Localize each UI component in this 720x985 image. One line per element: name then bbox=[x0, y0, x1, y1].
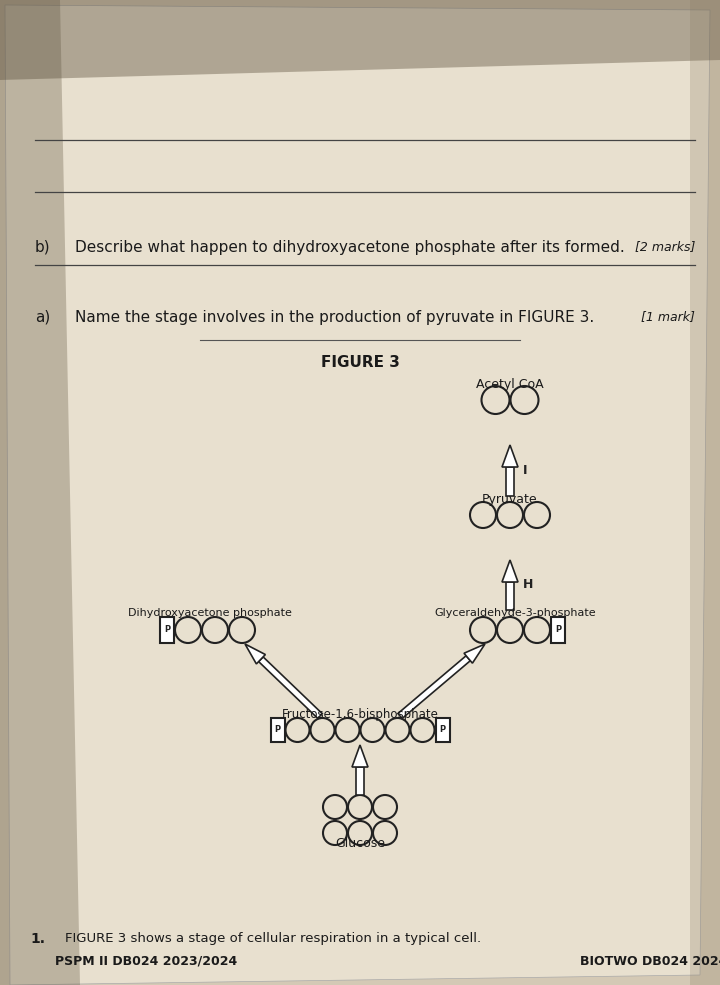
Text: [1 mark]: [1 mark] bbox=[641, 310, 695, 323]
Text: a): a) bbox=[35, 310, 50, 325]
Text: Pyruvate: Pyruvate bbox=[482, 493, 538, 506]
Polygon shape bbox=[245, 644, 266, 664]
Polygon shape bbox=[690, 0, 720, 985]
Text: P: P bbox=[555, 625, 561, 634]
Bar bbox=[506, 582, 514, 610]
Bar bbox=[551, 617, 565, 643]
Text: Acetyl CoA: Acetyl CoA bbox=[476, 378, 544, 391]
Text: b): b) bbox=[35, 240, 50, 255]
Polygon shape bbox=[502, 445, 518, 467]
Bar bbox=[160, 617, 174, 643]
Text: Name the stage involves in the production of pyruvate in FIGURE 3.: Name the stage involves in the productio… bbox=[75, 310, 594, 325]
Polygon shape bbox=[464, 644, 485, 663]
Text: I: I bbox=[523, 464, 528, 477]
Polygon shape bbox=[0, 0, 720, 80]
Bar bbox=[271, 718, 284, 742]
Bar bbox=[356, 767, 364, 795]
Bar bbox=[506, 467, 514, 496]
Polygon shape bbox=[0, 0, 80, 985]
Text: P: P bbox=[439, 726, 446, 735]
Polygon shape bbox=[398, 656, 470, 718]
Text: Fructose-1,6-bisphosphate: Fructose-1,6-bisphosphate bbox=[282, 708, 438, 721]
Text: PSPM II DB024 2023/2024: PSPM II DB024 2023/2024 bbox=[55, 955, 238, 968]
Polygon shape bbox=[352, 745, 368, 767]
Text: P: P bbox=[164, 625, 170, 634]
Polygon shape bbox=[258, 657, 323, 718]
Text: BIOTWO DB024 2024/2025: BIOTWO DB024 2024/2025 bbox=[580, 955, 720, 968]
Polygon shape bbox=[5, 5, 710, 985]
Text: Dihydroxyacetone phosphate: Dihydroxyacetone phosphate bbox=[128, 608, 292, 618]
Text: FIGURE 3: FIGURE 3 bbox=[320, 355, 400, 370]
Text: P: P bbox=[274, 726, 281, 735]
Bar bbox=[436, 718, 449, 742]
Text: H: H bbox=[523, 578, 534, 592]
Text: Glucose: Glucose bbox=[335, 837, 385, 850]
Text: [2 marks]: [2 marks] bbox=[634, 240, 695, 253]
Text: 1.: 1. bbox=[30, 932, 45, 946]
Polygon shape bbox=[502, 560, 518, 582]
Text: FIGURE 3 shows a stage of cellular respiration in a typical cell.: FIGURE 3 shows a stage of cellular respi… bbox=[65, 932, 481, 945]
Text: Describe what happen to dihydroxyacetone phosphate after its formed.: Describe what happen to dihydroxyacetone… bbox=[75, 240, 625, 255]
Text: Glyceraldehyde-3-phosphate: Glyceraldehyde-3-phosphate bbox=[434, 608, 596, 618]
